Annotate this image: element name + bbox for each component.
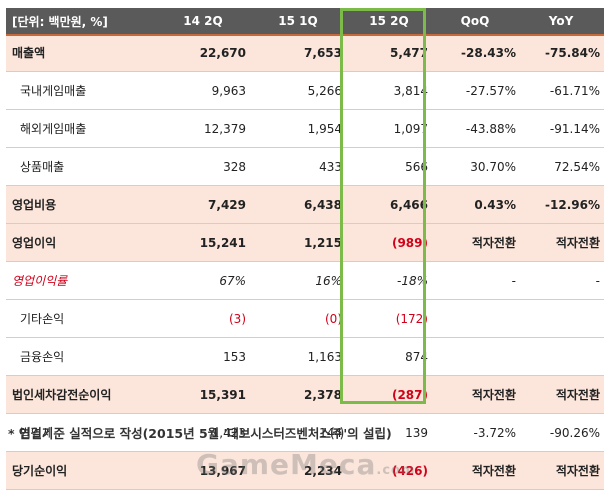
cell-15-1q: 6,438 <box>304 197 342 212</box>
table-row: 금융손익 153 1,163 874 <box>6 338 604 376</box>
table-row: 법인세 1,423 144 139 -3.72% -90.26% <box>6 414 604 452</box>
cell-yoy <box>518 338 604 375</box>
cell-15-1q: 2,378 <box>304 387 342 402</box>
table-row: 상품매출 328 433 566 30.70% 72.54% <box>6 148 604 186</box>
cell-15-2q: 1,097 <box>393 121 428 136</box>
footnote: * 연결기준 실적으로 작성(2015년 5월 '데브시스터즈벤처스㈜'의 설립… <box>8 426 392 441</box>
cell-qoq: 적자전환 <box>471 464 516 478</box>
cell-15-2q: 139 <box>405 425 428 440</box>
table-header-row: [단위: 백만원, %] 14 2Q 15 1Q 15 2Q QoQ YoY <box>6 8 604 34</box>
cell-15-2q: 566 <box>405 159 428 174</box>
cell-15-2q: (989) <box>391 235 428 250</box>
row-label: 영업이익 <box>12 236 57 250</box>
cell-14-2q: 22,670 <box>199 45 246 60</box>
table-row: 영업이익률 67% 16% -18% - - <box>6 262 604 300</box>
watermark-logo: GameMeca.com <box>196 448 416 481</box>
cell-qoq: -3.72% <box>473 425 516 440</box>
row-label: 기타손익 <box>20 312 65 326</box>
cell-yoy: 적자전환 <box>555 388 600 402</box>
cell-15-2q: 5,477 <box>390 45 428 60</box>
cell-yoy: -91.14% <box>549 121 600 136</box>
row-label: 국내게임매출 <box>20 84 87 98</box>
header-14-2q: 14 2Q <box>183 14 223 28</box>
header-unit: [단위: 백만원, %] <box>12 14 108 29</box>
cell-qoq: 적자전환 <box>471 388 516 402</box>
cell-14-2q: 12,379 <box>204 121 246 136</box>
cell-15-1q: 2,234 <box>304 463 342 478</box>
row-label: 당기순이익 <box>12 464 68 478</box>
cell-yoy: 72.54% <box>554 159 600 174</box>
table-row: 매출액 22,670 7,653 5,477 -28.43% -75.84% <box>6 34 604 72</box>
row-label: 매출액 <box>12 46 46 60</box>
table-row: 법인세차감전순이익 15,391 2,378 (287) 적자전환 적자전환 <box>6 376 604 414</box>
header-yoy: YoY <box>548 14 574 28</box>
cell-15-1q: 7,653 <box>304 45 342 60</box>
table-row: 해외게임매출 12,379 1,954 1,097 -43.88% -91.14… <box>6 110 604 148</box>
watermark-suffix: .com <box>376 463 416 478</box>
cell-15-1q: 1,163 <box>307 349 342 364</box>
cell-15-1q: 5,266 <box>307 83 342 98</box>
header-15-2q: 15 2Q <box>369 14 409 28</box>
cell-15-2q: -18% <box>396 273 428 288</box>
cell-qoq: -27.57% <box>465 83 516 98</box>
cell-14-2q: 67% <box>219 273 246 288</box>
header-qoq: QoQ <box>460 14 490 28</box>
row-label: 법인세차감전순이익 <box>12 388 112 402</box>
cell-14-2q: 7,429 <box>208 197 246 212</box>
cell-14-2q: 328 <box>223 159 246 174</box>
table-row: 국내게임매출 9,963 5,266 3,814 -27.57% -61.71% <box>6 72 604 110</box>
cell-yoy: -75.84% <box>545 45 600 60</box>
cell-yoy: -90.26% <box>549 425 600 440</box>
cell-15-1q: 433 <box>319 159 342 174</box>
cell-15-1q: 1,215 <box>304 235 342 250</box>
cell-15-1q: (0) <box>325 311 342 326</box>
cell-15-1q: 144 <box>319 425 342 440</box>
header-divider <box>6 34 604 36</box>
row-label: 상품매출 <box>20 160 65 174</box>
financial-table: [단위: 백만원, %] 14 2Q 15 1Q 15 2Q QoQ YoY 매… <box>6 8 604 490</box>
cell-15-2q: 874 <box>405 349 428 364</box>
cell-yoy: -12.96% <box>545 197 600 212</box>
cell-14-2q: 153 <box>223 349 246 364</box>
cell-14-2q: 15,241 <box>199 235 246 250</box>
cell-qoq <box>432 300 518 337</box>
row-label: 금융손익 <box>20 350 65 364</box>
row-label: 해외게임매출 <box>20 122 87 136</box>
cell-qoq <box>432 338 518 375</box>
table-row: 영업이익 15,241 1,215 (989) 적자전환 적자전환 <box>6 224 604 262</box>
header-15-1q: 15 1Q <box>278 14 318 28</box>
cell-qoq: -28.43% <box>461 45 516 60</box>
cell-qoq: 0.43% <box>474 197 516 212</box>
cell-yoy: 적자전환 <box>555 464 600 478</box>
cell-yoy: - <box>595 273 600 288</box>
cell-qoq: 30.70% <box>470 159 516 174</box>
cell-15-1q: 1,954 <box>307 121 342 136</box>
cell-15-2q: 6,466 <box>390 197 428 212</box>
cell-qoq: -43.88% <box>465 121 516 136</box>
cell-15-1q: 16% <box>315 273 342 288</box>
table-row: 당기순이익 13,967 2,234 (426) 적자전환 적자전환 <box>6 452 604 490</box>
cell-qoq: 적자전환 <box>471 236 516 250</box>
cell-15-2q: (172) <box>395 311 428 326</box>
table-row: 영업비용 7,429 6,438 6,466 0.43% -12.96% <box>6 186 604 224</box>
row-label: 법인세 <box>20 426 54 440</box>
cell-15-2q: 3,814 <box>393 83 428 98</box>
cell-14-2q: 9,963 <box>211 83 246 98</box>
cell-yoy: 적자전환 <box>555 236 600 250</box>
cell-yoy <box>518 300 604 337</box>
cell-15-2q: (426) <box>391 463 428 478</box>
cell-14-2q: 13,967 <box>199 463 246 478</box>
cell-14-2q: 1,423 <box>211 425 246 440</box>
cell-14-2q: 15,391 <box>199 387 246 402</box>
cell-15-2q: (287) <box>391 387 428 402</box>
table-row: 기타손익 (3) (0) (172) <box>6 300 604 338</box>
row-label: 영업비용 <box>12 198 57 212</box>
cell-qoq: - <box>511 273 516 288</box>
row-label: 영업이익률 <box>12 274 68 288</box>
watermark-text: GameMeca <box>196 448 377 481</box>
cell-yoy: -61.71% <box>549 83 600 98</box>
cell-14-2q: (3) <box>229 311 246 326</box>
